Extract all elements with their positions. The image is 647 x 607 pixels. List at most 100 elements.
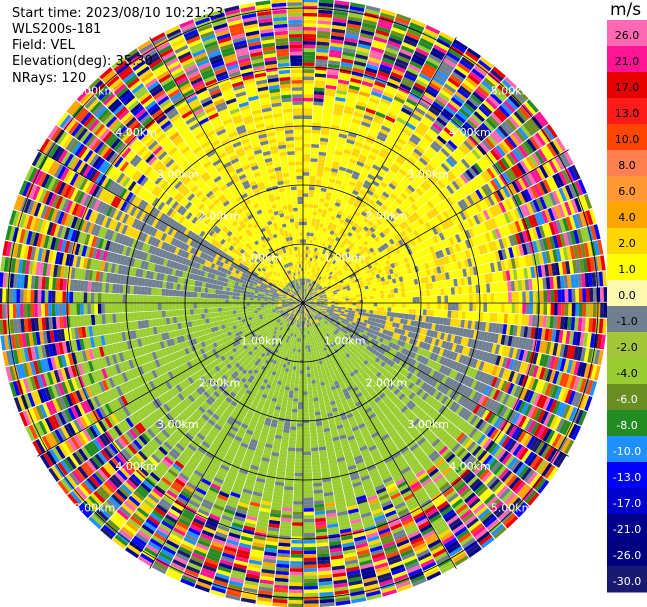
velocity-gate	[373, 307, 377, 311]
velocity-gate	[381, 307, 385, 311]
velocity-gate	[315, 408, 321, 412]
velocity-gate	[377, 295, 381, 299]
velocity-gate	[427, 296, 431, 302]
velocity-gate	[358, 312, 362, 315]
velocity-gate	[303, 232, 306, 236]
velocity-gate	[313, 237, 317, 241]
velocity-gate	[423, 290, 427, 296]
velocity-gate	[423, 309, 427, 315]
velocity-gate	[306, 359, 309, 363]
velocity-gate	[402, 308, 406, 313]
velocity-gate	[494, 293, 498, 303]
velocity-gate	[377, 303, 381, 307]
velocity-gate	[565, 289, 569, 302]
velocity-gate	[402, 303, 406, 308]
velocity-gate	[303, 30, 316, 34]
velocity-gate	[394, 313, 398, 318]
velocity-gate	[413, 303, 417, 309]
velocity-gate	[303, 48, 315, 52]
velocity-gate	[349, 305, 353, 308]
velocity-gate	[303, 151, 310, 155]
velocity-gate	[306, 363, 309, 367]
velocity-gate	[589, 303, 593, 317]
velocity-gate	[303, 169, 310, 173]
velocity-gate	[472, 285, 476, 294]
velocity-gate	[335, 299, 339, 301]
velocity-gate	[448, 295, 452, 302]
velocity-gate	[366, 296, 370, 299]
velocity-gate	[310, 158, 317, 162]
velocity-gate	[487, 293, 491, 302]
velocity-gate	[388, 298, 392, 302]
velocity-gate	[303, 69, 314, 73]
velocity-gate	[444, 288, 448, 295]
velocity-gate	[388, 307, 392, 312]
velocity-gate	[313, 365, 317, 369]
velocity-gate	[416, 303, 420, 309]
velocity-gate	[311, 447, 318, 451]
velocity-gate	[307, 342, 309, 346]
velocity-gate	[440, 310, 444, 317]
velocity-gate	[377, 311, 381, 315]
velocity-gate	[486, 313, 490, 322]
velocity-gate	[359, 306, 363, 309]
velocity-gate	[387, 312, 391, 317]
velocity-gate	[303, 9, 317, 13]
velocity-gate	[483, 284, 487, 293]
velocity-gate	[308, 352, 311, 356]
velocity-gate	[312, 387, 317, 391]
velocity-gate	[416, 291, 420, 297]
velocity-gate	[308, 201, 313, 205]
velocity-gate	[312, 383, 317, 387]
velocity-gate	[387, 289, 391, 294]
velocity-gate	[303, 115, 312, 119]
velocity-gate	[416, 309, 420, 315]
velocity-gate	[361, 316, 365, 320]
velocity-gate	[306, 349, 309, 353]
velocity-gate	[433, 310, 437, 317]
velocity-gate	[308, 388, 313, 392]
velocity-gate	[362, 312, 366, 316]
velocity-gate	[405, 308, 409, 313]
velocity-gate	[303, 222, 307, 226]
velocity-gate	[363, 309, 367, 312]
velocity-gate	[312, 454, 320, 458]
velocity-gate	[355, 311, 359, 314]
velocity-gate	[310, 162, 317, 166]
velocity-gate	[597, 303, 601, 318]
velocity-gate	[526, 291, 530, 302]
velocity-gate	[376, 291, 380, 295]
velocity-gate	[349, 308, 353, 311]
velocity-gate	[311, 144, 319, 148]
velocity-gate	[596, 287, 600, 302]
velocity-gate	[309, 240, 312, 244]
velocity-gate	[363, 306, 367, 309]
velocity-gate	[303, 197, 308, 201]
velocity-gate	[437, 289, 441, 296]
velocity-gate	[593, 303, 597, 317]
velocity-gate	[384, 294, 388, 298]
velocity-gate	[307, 366, 310, 370]
velocity-gate	[459, 295, 463, 303]
velocity-gate	[395, 293, 399, 298]
velocity-gate	[303, 52, 315, 56]
velocity-gate	[359, 294, 363, 297]
velocity-gate	[305, 331, 307, 335]
velocity-gate	[508, 303, 512, 313]
velocity-gate	[303, 126, 312, 130]
velocity-gate	[314, 233, 318, 237]
velocity-gate	[315, 415, 321, 419]
velocity-gate	[363, 300, 367, 303]
velocity-gate	[328, 304, 332, 306]
velocity-gate	[444, 310, 448, 317]
velocity-gate	[303, 27, 316, 31]
velocity-gate	[310, 433, 317, 437]
velocity-gate	[476, 303, 480, 312]
velocity-gate	[384, 303, 388, 307]
velocity-gate	[370, 299, 374, 303]
velocity-gate	[345, 296, 349, 299]
velocity-gate	[356, 309, 360, 312]
velocity-gate	[416, 297, 420, 303]
velocity-gate	[311, 148, 319, 152]
velocity-gate	[452, 295, 456, 303]
